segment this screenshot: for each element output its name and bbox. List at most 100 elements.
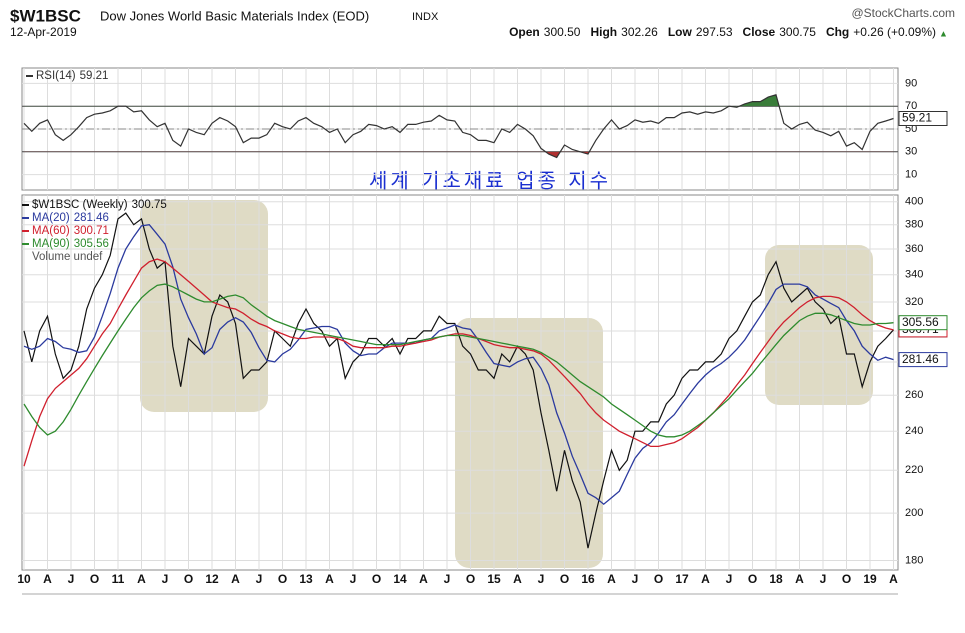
legend-value: 300.71 (74, 225, 109, 237)
x-tick-label: O (842, 572, 851, 586)
symbol: $W1BSC (10, 6, 81, 25)
y-tick-label: 180 (905, 554, 923, 566)
y-tick-label: 240 (905, 425, 923, 437)
y-tick-label: 70 (905, 100, 917, 112)
x-tick-label: A (607, 572, 616, 586)
x-tick-label: J (632, 572, 639, 586)
x-tick-label: O (466, 572, 475, 586)
quote-value: 297.53 (696, 25, 733, 39)
x-tick-label: A (795, 572, 804, 586)
x-tick-label: 13 (299, 572, 313, 586)
x-tick-label: O (90, 572, 99, 586)
x-tick-label: J (162, 572, 169, 586)
quote-label: Low (668, 25, 693, 39)
x-tick-label: 14 (393, 572, 407, 586)
y-tick-label: 260 (905, 389, 923, 401)
legend-swatch (22, 217, 29, 219)
y-tick-label: 90 (905, 77, 917, 89)
legend-swatch (22, 243, 29, 245)
legend-entry: RSI(14) 59.21 (36, 70, 108, 82)
quote-label: Chg (826, 25, 849, 39)
quote-label: Open (509, 25, 540, 39)
highlight-box (455, 318, 603, 568)
legend-entry: MA(20) 281.46 (32, 212, 109, 224)
tag-box (898, 315, 948, 331)
x-tick-label: J (444, 572, 451, 586)
ma-line (23, 258, 894, 467)
x-tick-label: O (654, 572, 663, 586)
x-tick-label: A (419, 572, 428, 586)
quote-label: High (590, 25, 617, 39)
x-tick-label: O (184, 572, 193, 586)
quote-label: Close (743, 25, 776, 39)
y-tick-label: 200 (905, 507, 923, 519)
x-tick-label: 16 (581, 572, 595, 586)
legend-entry: MA(60) 300.71 (32, 225, 109, 237)
quote-value: 300.75 (779, 25, 816, 39)
x-tick-label: O (278, 572, 287, 586)
source: @StockCharts.com (851, 6, 955, 20)
x-tick-label: A (889, 572, 898, 586)
x-tick-label: 18 (769, 572, 783, 586)
legend-swatch (22, 230, 29, 232)
x-tick-label: O (372, 572, 381, 586)
y-tick-label: 400 (905, 196, 923, 208)
x-tick-label: A (137, 572, 146, 586)
x-tick-label: J (726, 572, 733, 586)
y-tick-label: 320 (905, 296, 923, 308)
x-tick-label: A (325, 572, 334, 586)
x-tick-label: 19 (863, 572, 877, 586)
last-value-tag: 305.56 (898, 315, 948, 331)
ma-line (23, 224, 894, 506)
x-tick-label: J (256, 572, 263, 586)
ma-line (23, 283, 894, 438)
x-tick-label: A (43, 572, 52, 586)
x-tick-label: J (68, 572, 75, 586)
x-tick-label: J (538, 572, 545, 586)
tag-box (898, 352, 948, 368)
last-value-tag: 59.21 (898, 111, 948, 127)
x-tick-label: 11 (112, 572, 125, 586)
y-tick-label: 340 (905, 269, 923, 281)
legend-entry: Volume undef (32, 251, 103, 263)
annotation: 세계 기초재료 업종 지수 (369, 169, 611, 193)
y-tick-label: 380 (905, 219, 923, 231)
last-value-tag: 281.46 (898, 352, 948, 368)
x-tick-label: 12 (205, 572, 219, 586)
price-panel (21, 194, 899, 571)
series-line (23, 94, 894, 159)
legend-swatch (26, 75, 33, 77)
highlight-box (140, 200, 268, 412)
tag-value: 59.21 (902, 111, 932, 125)
quote-value: +0.26 (+0.09%) (853, 25, 936, 39)
x-tick-label: A (513, 572, 522, 586)
legend-entry: MA(90) 305.56 (32, 238, 109, 250)
tag-value: 305.56 (902, 315, 939, 329)
legend-value: 300.75 (132, 199, 167, 211)
y-tick-label: 10 (905, 169, 917, 181)
legend-value: 59.21 (80, 70, 109, 82)
index-name: Dow Jones World Basic Materials Index (E… (100, 8, 369, 23)
quote: Open 300.50 High 302.26 Low 297.53 Close 300.75… (509, 25, 936, 39)
legend-name: $W1BSC (Weekly) (32, 199, 128, 211)
date: 12-Apr-2019 (10, 25, 77, 39)
x-tick-label: 15 (487, 572, 501, 586)
quote-value: 302.26 (621, 25, 658, 39)
tag-box (898, 111, 948, 127)
legend-value: 281.46 (74, 212, 109, 224)
x-tick-label: J (350, 572, 357, 586)
x-tick-label: A (701, 572, 710, 586)
y-tick-label: 30 (905, 146, 917, 158)
x-tick-label: 10 (17, 572, 31, 586)
x-tick-label: O (748, 572, 757, 586)
tag-value: 281.46 (902, 352, 939, 366)
x-tick-label: A (231, 572, 240, 586)
legend-value: 305.56 (74, 238, 109, 250)
x-tick-label: O (560, 572, 569, 586)
y-tick-label: 360 (905, 243, 923, 255)
legend-name: MA(20) (32, 212, 70, 224)
legend-name: MA(90) (32, 238, 70, 250)
legend-name: RSI(14) (36, 70, 76, 82)
legend-entry: $W1BSC (Weekly) 300.75 (32, 199, 167, 211)
